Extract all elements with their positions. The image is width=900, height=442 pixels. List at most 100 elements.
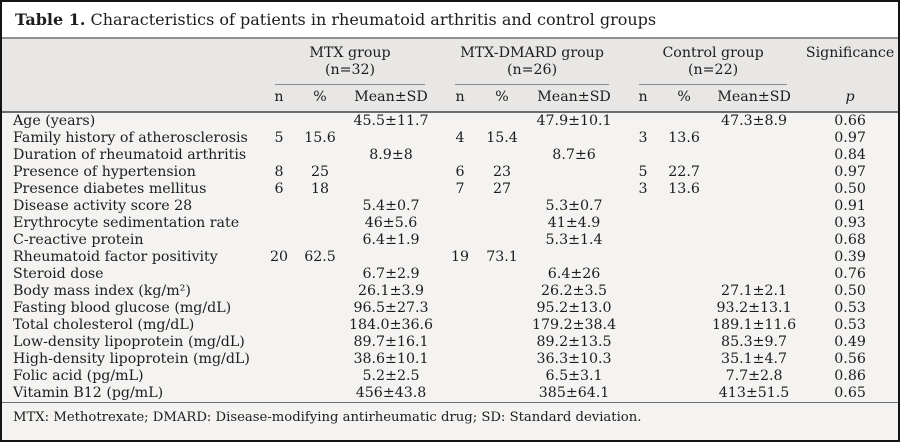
dmard-n	[440, 334, 481, 351]
control-meansd	[706, 147, 803, 164]
dmard-n-header: n	[440, 86, 481, 113]
control-n	[624, 232, 663, 249]
mtx-n	[260, 112, 298, 130]
mtx-meansd	[342, 181, 441, 198]
control-percent	[662, 368, 707, 385]
mtx-meansd: 89.7±16.1	[342, 334, 441, 351]
control-meansd	[706, 181, 803, 198]
dmard-n	[440, 266, 481, 283]
dmard-n: 6	[440, 164, 481, 181]
label-column-spacer	[2, 37, 260, 86]
row-label: Family history of atherosclerosis	[2, 130, 260, 147]
group-count: (n=32)	[324, 62, 376, 78]
mtx-percent	[298, 385, 342, 403]
dmard-meansd-header: Mean±SD	[524, 86, 625, 113]
dmard-n: 7	[440, 181, 481, 198]
p-value: 0.93	[802, 215, 898, 232]
dmard-percent	[480, 232, 525, 249]
mtx-n	[260, 232, 298, 249]
mtx-percent	[298, 351, 342, 368]
p-value: 0.84	[802, 147, 898, 164]
p-value: 0.86	[802, 368, 898, 385]
significance-header: Significance	[802, 37, 898, 86]
mtx-percent	[298, 368, 342, 385]
control-meansd: 85.3±9.7	[706, 334, 803, 351]
table-title: Table 1. Characteristics of patients in r…	[2, 2, 898, 37]
dmard-n	[440, 215, 481, 232]
mtx-n: 20	[260, 249, 298, 266]
control-percent	[662, 266, 707, 283]
control-meansd	[706, 249, 803, 266]
mtx-n	[260, 334, 298, 351]
control-n	[624, 215, 663, 232]
dmard-percent	[480, 215, 525, 232]
dmard-percent	[480, 385, 525, 403]
p-value: 0.53	[802, 317, 898, 334]
control-meansd	[706, 215, 803, 232]
mtx-meansd: 5.2±2.5	[342, 368, 441, 385]
mtx-meansd	[342, 249, 441, 266]
mtx-percent	[298, 232, 342, 249]
dmard-percent	[480, 351, 525, 368]
control-percent-header: %	[662, 86, 707, 113]
p-header: p	[802, 86, 898, 113]
row-label: Presence of hypertension	[2, 164, 260, 181]
dmard-n	[440, 232, 481, 249]
dmard-meansd: 26.2±3.5	[524, 283, 625, 300]
mtx-percent	[298, 112, 342, 130]
table-row: Total cholesterol (mg/dL) 184.0±36.6 179…	[2, 317, 898, 334]
table-row: Folic acid (pg/mL) 5.2±2.5 6.5±3.1 7.7±2…	[2, 368, 898, 385]
control-meansd	[706, 232, 803, 249]
mtx-percent	[298, 198, 342, 215]
control-percent	[662, 147, 707, 164]
mtx-n: 5	[260, 130, 298, 147]
table-number: Table 1.	[15, 10, 86, 29]
group-name: MTX-DMARD group	[460, 45, 604, 61]
group-underline	[275, 84, 426, 85]
dmard-percent	[480, 198, 525, 215]
mtx-n	[260, 385, 298, 403]
control-n: 3	[624, 130, 663, 147]
table-row: Presence of hypertension 8 25 6 23 5 22.…	[2, 164, 898, 181]
table-row: Duration of rheumatoid arthritis 8.9±8 8…	[2, 147, 898, 164]
dmard-percent	[480, 283, 525, 300]
mtx-n	[260, 368, 298, 385]
mtx-meansd: 26.1±3.9	[342, 283, 441, 300]
group-header-row: MTX group (n=32) MTX-DMARD group (n=26) …	[2, 37, 898, 86]
table-row: Erythrocyte sedimentation rate 46±5.6 41…	[2, 215, 898, 232]
p-value: 0.97	[802, 130, 898, 147]
dmard-n: 19	[440, 249, 481, 266]
group-underline	[639, 84, 788, 85]
footnote: MTX: Methotrexate; DMARD: Disease-modify…	[2, 402, 898, 440]
row-label: Folic acid (pg/mL)	[2, 368, 260, 385]
row-label: Body mass index (kg/m²)	[2, 283, 260, 300]
row-label: Presence diabetes mellitus	[2, 181, 260, 198]
dmard-meansd: 6.5±3.1	[524, 368, 625, 385]
dmard-n	[440, 385, 481, 403]
mtx-n-header: n	[260, 86, 298, 113]
mtx-meansd: 46±5.6	[342, 215, 441, 232]
control-meansd	[706, 198, 803, 215]
control-n	[624, 249, 663, 266]
mtx-n	[260, 283, 298, 300]
dmard-meansd: 89.2±13.5	[524, 334, 625, 351]
control-percent: 13.6	[662, 130, 707, 147]
mtx-n: 8	[260, 164, 298, 181]
p-value: 0.56	[802, 351, 898, 368]
dmard-n	[440, 283, 481, 300]
table-row: Steroid dose 6.7±2.9 6.4±26 0.76	[2, 266, 898, 283]
control-percent	[662, 215, 707, 232]
dmard-meansd: 47.9±10.1	[524, 112, 625, 130]
mtx-meansd: 5.4±0.7	[342, 198, 441, 215]
p-value: 0.65	[802, 385, 898, 403]
mtx-percent: 15.6	[298, 130, 342, 147]
dmard-n	[440, 300, 481, 317]
group-name: MTX group	[309, 45, 391, 61]
dmard-percent: 73.1	[480, 249, 525, 266]
mtx-meansd: 6.4±1.9	[342, 232, 441, 249]
control-meansd	[706, 130, 803, 147]
dmard-meansd: 385±64.1	[524, 385, 625, 403]
dmard-percent: 23	[480, 164, 525, 181]
table-row: High-density lipoprotein (mg/dL) 38.6±10…	[2, 351, 898, 368]
dmard-n	[440, 112, 481, 130]
